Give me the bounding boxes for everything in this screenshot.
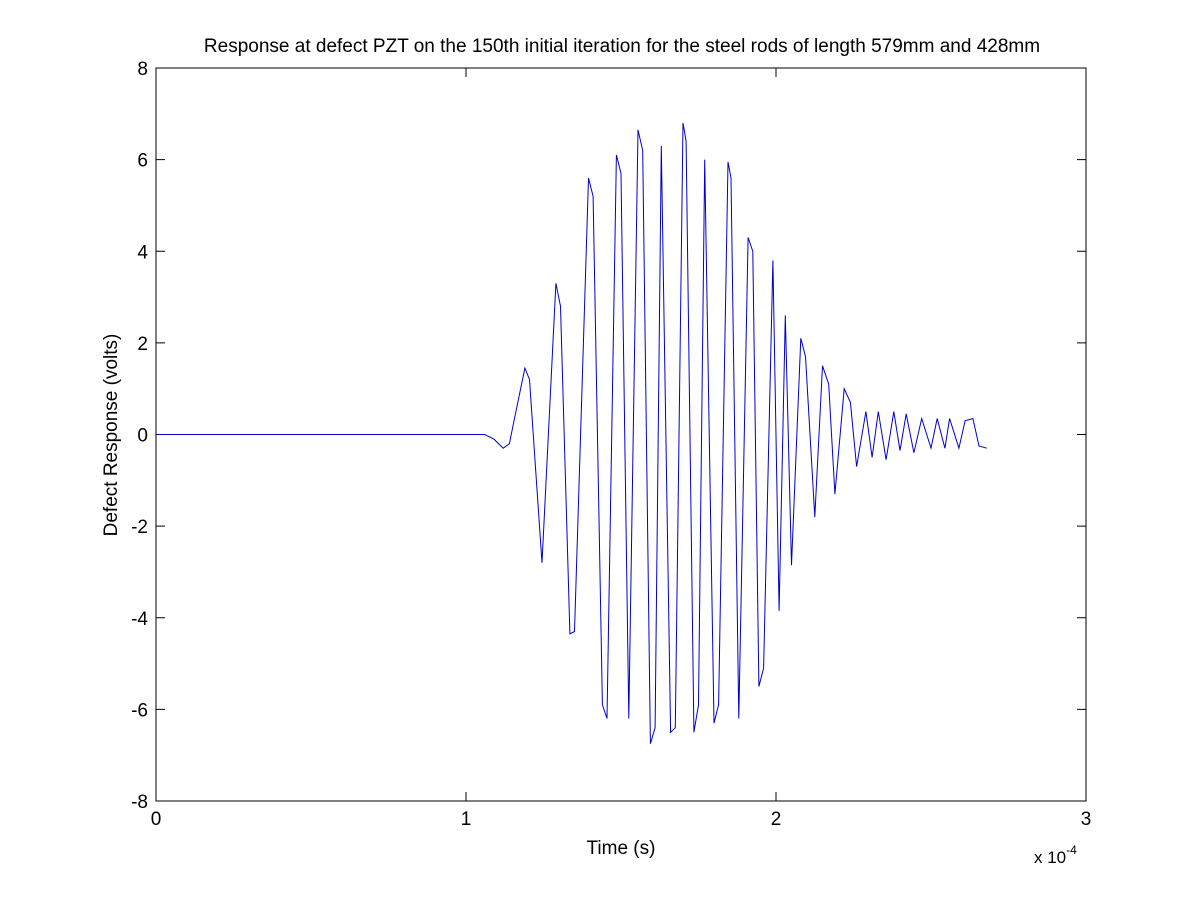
x-tick-label: 2 bbox=[771, 809, 782, 830]
tick-labels: 0 1 2 3 -8 -6 -4 -2 0 2 4 6 8 bbox=[131, 59, 1091, 830]
y-axis-label: Defect Response (volts) bbox=[101, 334, 122, 537]
y-tick-label: 2 bbox=[137, 334, 148, 355]
chart-title: Response at defect PZT on the 150th init… bbox=[204, 36, 1040, 57]
y-tick-label: -8 bbox=[131, 792, 148, 813]
x-tick-label: 0 bbox=[151, 809, 162, 830]
x-axis-multiplier: x 10-4 bbox=[1034, 843, 1077, 867]
x-axis-multiplier-exponent: -4 bbox=[1066, 843, 1077, 857]
x-axis-multiplier-base: x 10 bbox=[1034, 848, 1066, 867]
x-axis-label: Time (s) bbox=[587, 838, 656, 859]
plot-frame bbox=[155, 67, 1087, 802]
y-tick-label: -2 bbox=[131, 517, 148, 538]
y-tick-label: 4 bbox=[137, 242, 148, 263]
x-tick-label: 1 bbox=[461, 809, 472, 830]
y-tick-label: -4 bbox=[131, 609, 148, 630]
x-tick-label: 3 bbox=[1081, 809, 1092, 830]
y-tick-label: 6 bbox=[137, 151, 148, 172]
y-tick-label: -6 bbox=[131, 700, 148, 721]
y-tick-label: 0 bbox=[137, 426, 148, 447]
y-tick-label: 8 bbox=[137, 59, 148, 80]
series-line bbox=[156, 122, 987, 744]
